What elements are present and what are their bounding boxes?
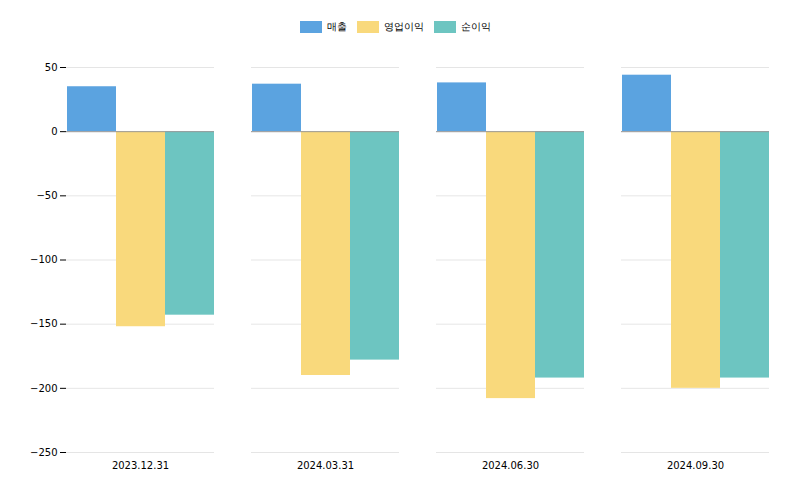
svg-text:2024.03.31: 2024.03.31 xyxy=(297,460,354,471)
svg-text:2024.09.30: 2024.09.30 xyxy=(667,460,724,471)
html-text:매출: 매출 xyxy=(326,19,347,33)
svg-text:0: 0 xyxy=(51,126,57,137)
svg-text:−150: −150 xyxy=(30,318,57,329)
svg-text:−50: −50 xyxy=(36,190,57,201)
html-text:영업이익: 영업이익 xyxy=(383,19,424,33)
svg-text:−200: −200 xyxy=(30,383,57,394)
svg-text:−100: −100 xyxy=(30,254,57,265)
svg-text:2024.06.30: 2024.06.30 xyxy=(482,460,539,471)
svg-text:−250: −250 xyxy=(30,447,57,458)
html-text:순이익: 순이익 xyxy=(460,19,491,33)
svg-text:50: 50 xyxy=(45,62,58,73)
svg-text:2023.12.31: 2023.12.31 xyxy=(112,460,169,471)
